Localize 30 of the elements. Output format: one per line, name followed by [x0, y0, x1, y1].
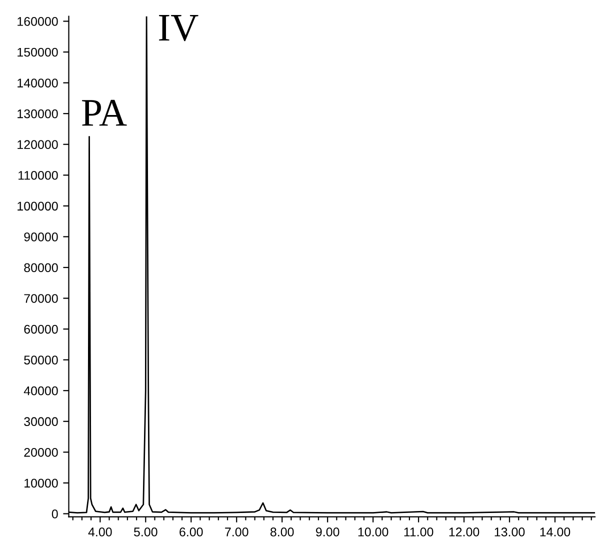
y-tick-label: 150000	[18, 48, 58, 57]
y-tick-label: 120000	[18, 140, 58, 150]
x-tick-label: 10.00	[358, 528, 388, 536]
y-tick-label: 60000	[24, 324, 58, 334]
y-tick-label: 70000	[24, 294, 58, 303]
x-tick-label: 7.00	[225, 528, 248, 536]
y-tick-label: 80000	[24, 263, 58, 272]
y-tick-label: 40000	[24, 386, 58, 396]
annotation: PA	[82, 100, 127, 126]
y-tick-label: 90000	[24, 232, 58, 242]
x-tick-label: 12.00	[449, 528, 480, 536]
y-tick-label: 30000	[24, 417, 58, 426]
y-tick-label: 0	[52, 510, 58, 518]
y-tick-label: 100000	[18, 202, 58, 211]
y-tick-label: 110000	[18, 170, 58, 180]
y-tick-label: 140000	[18, 78, 58, 88]
x-tick-label: 4.00	[88, 528, 112, 536]
y-tick-label: 10000	[24, 478, 58, 488]
y-tick-label: 160000	[18, 17, 58, 26]
x-tick-label: 11.00	[404, 528, 434, 536]
x-tick-label: 14.00	[540, 528, 570, 536]
y-tick-label: 130000	[18, 109, 58, 118]
y-tick-label: 50000	[24, 356, 58, 364]
x-tick-label: 13.00	[494, 528, 525, 536]
y-tick-label: 20000	[24, 448, 58, 457]
x-tick-label: 5.00	[134, 528, 158, 536]
annotation: IV	[159, 15, 198, 42]
x-tick-label: 8.00	[270, 528, 294, 536]
x-tick-label: 9.00	[316, 528, 340, 536]
x-tick-label: 6.00	[180, 528, 203, 536]
